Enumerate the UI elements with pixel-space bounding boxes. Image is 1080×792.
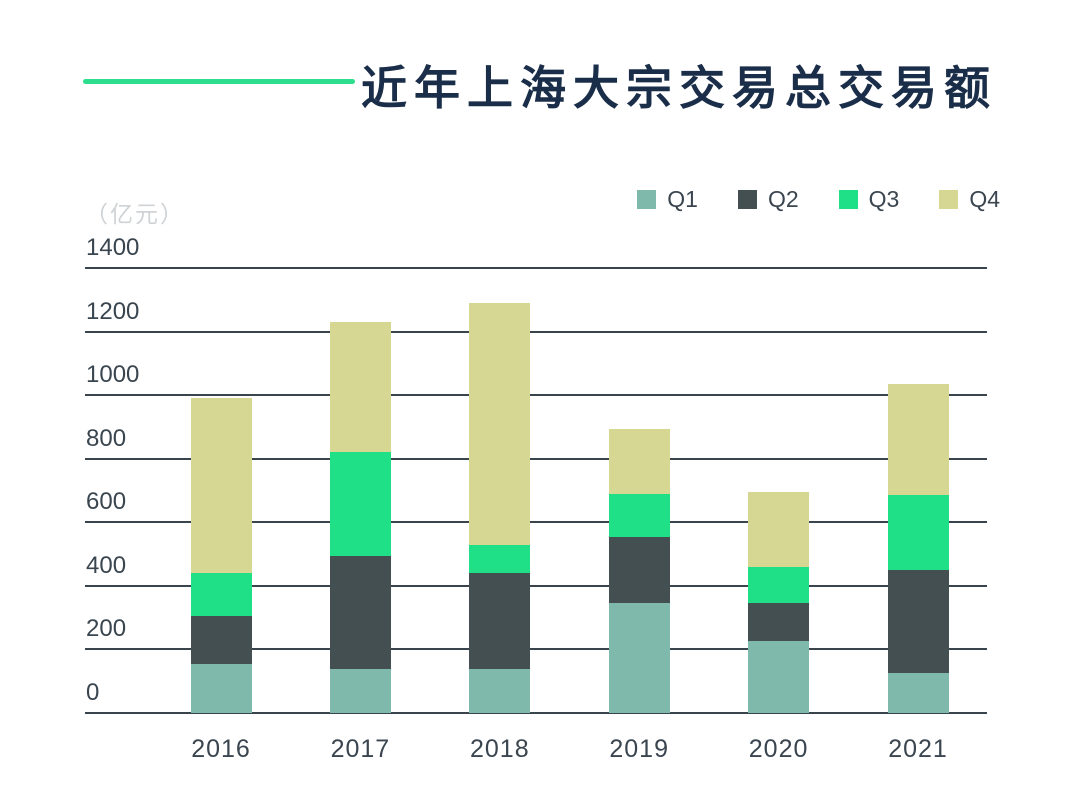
legend-swatch-q4 bbox=[939, 190, 959, 209]
legend-item-q1: Q1 bbox=[637, 186, 698, 213]
y-axis-unit-label: （亿元） bbox=[85, 201, 185, 227]
x-axis-label-2016: 2016 bbox=[191, 735, 251, 763]
bar-2020 bbox=[748, 492, 810, 713]
bar-segment-2021-q3 bbox=[887, 495, 949, 570]
bar-segment-2020-q4 bbox=[748, 492, 810, 567]
bar-segment-2018-q4 bbox=[469, 303, 531, 545]
x-axis-label-2020: 2020 bbox=[748, 735, 809, 763]
legend: Q1 Q2 Q3 Q4 bbox=[637, 186, 1000, 213]
legend-swatch-q2 bbox=[737, 190, 757, 209]
x-axis-label-2019: 2019 bbox=[609, 735, 669, 763]
gridline-y-400 bbox=[85, 584, 987, 587]
gridline-y-1000 bbox=[85, 394, 987, 397]
bar-segment-2017-q4 bbox=[329, 322, 391, 453]
y-tick-label: 800 bbox=[86, 424, 127, 452]
gridline-y-200 bbox=[85, 648, 987, 651]
legend-label: Q1 bbox=[667, 186, 698, 212]
legend-swatch-q3 bbox=[838, 190, 858, 209]
gridline-y-1400 bbox=[85, 267, 987, 269]
legend-item-q3: Q3 bbox=[838, 186, 900, 213]
legend-swatch-q1 bbox=[637, 190, 657, 209]
bar-segment-2019-q2 bbox=[608, 536, 670, 604]
bar-2019 bbox=[608, 428, 670, 713]
bar-2017 bbox=[329, 322, 391, 713]
gridline-y-0 bbox=[85, 712, 987, 714]
bar-2018 bbox=[469, 303, 531, 713]
x-axis-label-2018: 2018 bbox=[469, 735, 530, 763]
bar-segment-2020-q1 bbox=[748, 641, 810, 713]
page-title: 近年上海大宗交易总交易额 bbox=[361, 62, 997, 114]
legend-label: Q3 bbox=[868, 186, 900, 212]
legend-label: Q4 bbox=[969, 186, 1000, 212]
bar-segment-2016-q3 bbox=[190, 573, 252, 617]
bar-segment-2019-q3 bbox=[608, 493, 670, 537]
y-tick-label: 1400 bbox=[86, 234, 140, 261]
bar-segment-2021-q2 bbox=[887, 569, 949, 674]
y-tick-label: 400 bbox=[86, 551, 127, 579]
bar-segment-2018-q1 bbox=[469, 668, 531, 713]
y-tick-label: 1200 bbox=[86, 297, 140, 325]
x-axis-label-2017: 2017 bbox=[330, 735, 391, 763]
bar-segment-2016-q1 bbox=[190, 663, 252, 713]
stacked-bar-chart: 1400 1200 1000 800 600 400 200 0 2016 2017 2018 201… bbox=[85, 234, 987, 763]
y-tick-label: 600 bbox=[86, 488, 127, 516]
bar-segment-2021-q4 bbox=[887, 384, 949, 496]
gridline-y-600 bbox=[85, 521, 987, 524]
x-axis-label-2021: 2021 bbox=[888, 735, 948, 763]
bar-segment-2016-q2 bbox=[190, 616, 252, 664]
bar-segment-2020-q2 bbox=[748, 603, 810, 642]
bar-segment-2021-q1 bbox=[887, 673, 949, 713]
legend-item-q2: Q2 bbox=[737, 186, 799, 213]
y-tick-label: 1000 bbox=[86, 361, 140, 389]
gridline-y-800 bbox=[85, 457, 987, 460]
bar-segment-2016-q4 bbox=[190, 398, 252, 574]
bar-segment-2018-q3 bbox=[469, 544, 531, 574]
bar-segment-2019-q1 bbox=[608, 603, 670, 713]
legend-item-q4: Q4 bbox=[939, 186, 1000, 213]
bar-segment-2020-q3 bbox=[748, 566, 810, 604]
bar-2021 bbox=[887, 384, 949, 713]
bar-segment-2019-q4 bbox=[608, 428, 670, 494]
bar-segment-2017-q2 bbox=[329, 555, 391, 669]
bar-2016 bbox=[190, 398, 252, 713]
title-accent-line bbox=[83, 79, 355, 84]
bar-segment-2017-q3 bbox=[329, 452, 391, 556]
gridline-y-1200 bbox=[85, 330, 987, 333]
y-tick-label: 200 bbox=[86, 615, 127, 643]
legend-label: Q2 bbox=[767, 186, 799, 212]
bar-segment-2018-q2 bbox=[469, 573, 531, 669]
bar-segment-2017-q1 bbox=[329, 668, 391, 713]
y-tick-label: 0 bbox=[86, 679, 100, 706]
